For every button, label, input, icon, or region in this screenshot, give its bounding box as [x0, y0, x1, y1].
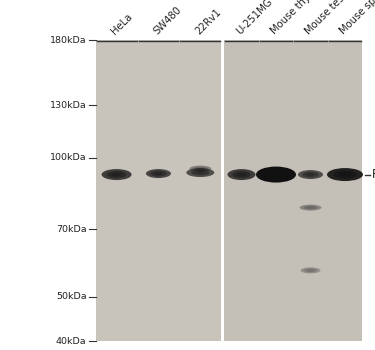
Ellipse shape [333, 170, 357, 179]
Text: 40kDa: 40kDa [56, 337, 87, 346]
Ellipse shape [307, 206, 314, 209]
Ellipse shape [154, 172, 163, 175]
Ellipse shape [146, 169, 171, 178]
Bar [224, 40, 362, 341]
Ellipse shape [300, 267, 321, 273]
Ellipse shape [304, 268, 317, 272]
Bar [221, 40, 224, 341]
Text: Mouse spleen: Mouse spleen [338, 0, 375, 36]
Ellipse shape [195, 171, 205, 174]
Ellipse shape [196, 168, 204, 170]
Text: U-251MG: U-251MG [234, 0, 274, 36]
Text: Mouse testis: Mouse testis [303, 0, 355, 36]
Text: 130kDa: 130kDa [50, 101, 87, 110]
Ellipse shape [232, 171, 250, 178]
Text: 70kDa: 70kDa [56, 225, 87, 234]
Ellipse shape [189, 166, 211, 172]
Ellipse shape [306, 173, 315, 176]
Text: 22Rv1: 22Rv1 [193, 7, 223, 36]
Ellipse shape [298, 170, 323, 179]
Ellipse shape [191, 170, 209, 175]
Ellipse shape [102, 169, 132, 180]
Ellipse shape [111, 173, 122, 176]
Ellipse shape [339, 172, 351, 177]
Ellipse shape [269, 172, 283, 177]
Ellipse shape [228, 169, 255, 180]
Ellipse shape [107, 171, 126, 178]
Text: Mouse thymus: Mouse thymus [269, 0, 327, 36]
Ellipse shape [256, 167, 296, 183]
Text: 180kDa: 180kDa [50, 36, 87, 45]
Text: 50kDa: 50kDa [56, 292, 87, 301]
Ellipse shape [237, 173, 246, 176]
Ellipse shape [327, 168, 363, 181]
Text: RRM1: RRM1 [372, 168, 375, 181]
Bar [96, 40, 221, 341]
Ellipse shape [303, 206, 318, 210]
Ellipse shape [186, 168, 214, 177]
Ellipse shape [150, 171, 166, 176]
Ellipse shape [300, 205, 321, 211]
Ellipse shape [307, 269, 314, 271]
Text: HeLa: HeLa [110, 11, 134, 36]
Text: 100kDa: 100kDa [50, 153, 87, 162]
Ellipse shape [193, 167, 207, 170]
Ellipse shape [263, 169, 289, 180]
Ellipse shape [302, 172, 319, 177]
Text: SW480: SW480 [152, 5, 183, 36]
